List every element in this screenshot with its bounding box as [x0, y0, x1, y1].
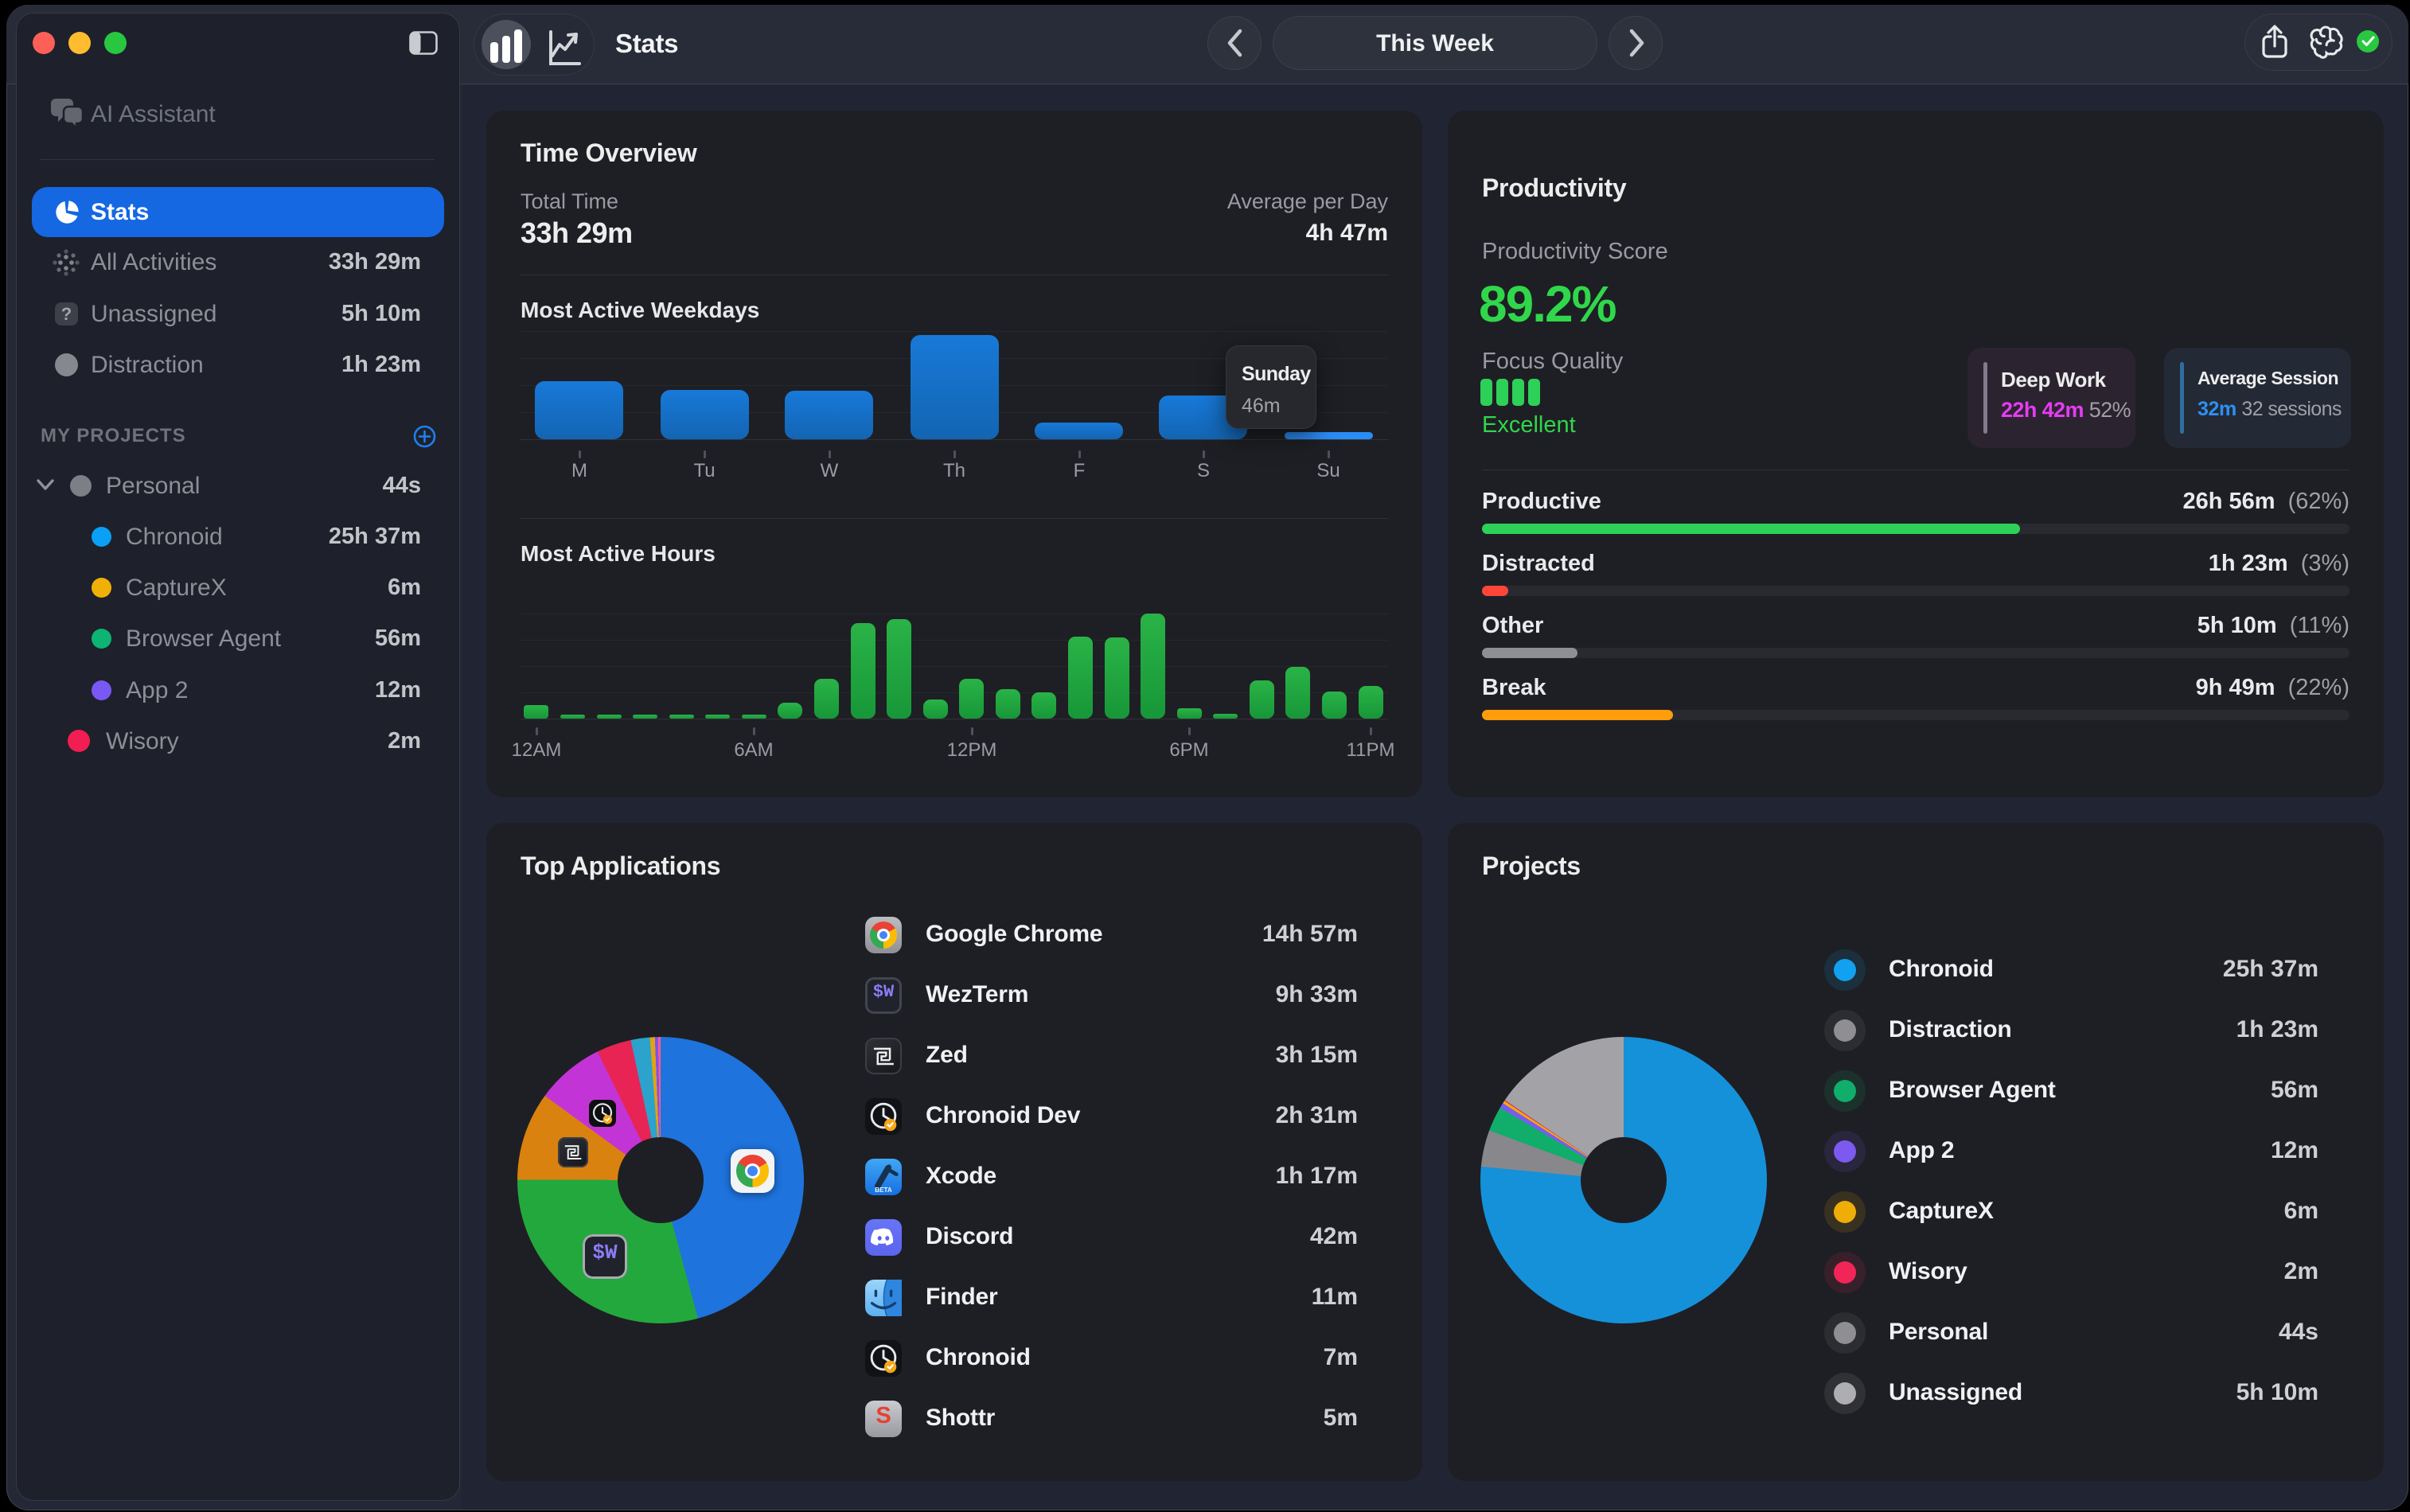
svg-text:BETA: BETA: [875, 1187, 892, 1194]
